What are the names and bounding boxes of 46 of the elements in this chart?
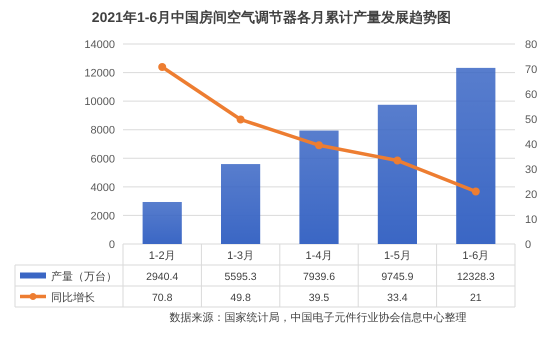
bar <box>378 104 417 244</box>
bar <box>456 68 496 244</box>
y-tick-label: 12000 <box>84 68 115 80</box>
data-label: 39.5 <box>308 292 330 304</box>
data-label: 2940.4 <box>146 271 178 283</box>
x-tick-label: 1-4月 <box>306 250 332 262</box>
y2-tick-label: 80 <box>525 39 538 51</box>
point <box>236 116 245 124</box>
source-note: 数据来源：国家统计局，中国电子元件行业协会信息中心整理 <box>170 311 466 324</box>
x-tick-label: 1-6月 <box>462 250 490 262</box>
data-label: 49.8 <box>230 292 251 304</box>
y-tick-label: 2000 <box>90 210 115 222</box>
x-tick-label: 1-3月 <box>227 250 254 262</box>
y-tick-label: 8000 <box>90 124 115 137</box>
data-label: 5595.3 <box>224 271 257 283</box>
point <box>472 188 480 196</box>
point <box>393 156 402 164</box>
point <box>315 141 323 150</box>
data-label: 9745.9 <box>381 271 414 283</box>
bar <box>142 202 182 244</box>
legend-label: 同比增长 <box>51 291 95 304</box>
bar <box>299 130 339 244</box>
y2-tick-label: 10 <box>525 214 538 226</box>
legend-label: 产量（万台） <box>51 270 117 283</box>
data-label: 70.8 <box>152 292 173 304</box>
bar <box>221 164 260 244</box>
y2-tick-label: 0 <box>525 239 532 251</box>
data-label: 33.4 <box>387 292 408 304</box>
x-tick-label: 1-5月 <box>384 250 411 262</box>
data-label: 12328.3 <box>456 271 495 283</box>
y-tick-label: 10000 <box>84 96 115 108</box>
y2-tick-label: 30 <box>525 164 538 176</box>
data-label: 21 <box>470 292 482 304</box>
y2-tick-label: 60 <box>525 89 538 101</box>
y2-tick-label: 40 <box>525 139 538 151</box>
data-label: 7939.6 <box>302 271 336 283</box>
y2-tick-label: 50 <box>525 114 538 126</box>
chart-title: 2021年1-6月中国房间空气调节器各月累计产量发展趋势图 <box>92 9 452 25</box>
y-tick-label: 6000 <box>90 153 115 166</box>
point <box>158 63 166 71</box>
x-tick-label: 1-2月 <box>148 250 176 262</box>
y-tick-label: 14000 <box>84 39 115 51</box>
y2-tick-label: 70 <box>525 64 538 76</box>
y-tick-label: 4000 <box>90 182 115 194</box>
y2-tick-label: 20 <box>525 189 538 201</box>
y-tick-label: 0 <box>108 239 115 251</box>
